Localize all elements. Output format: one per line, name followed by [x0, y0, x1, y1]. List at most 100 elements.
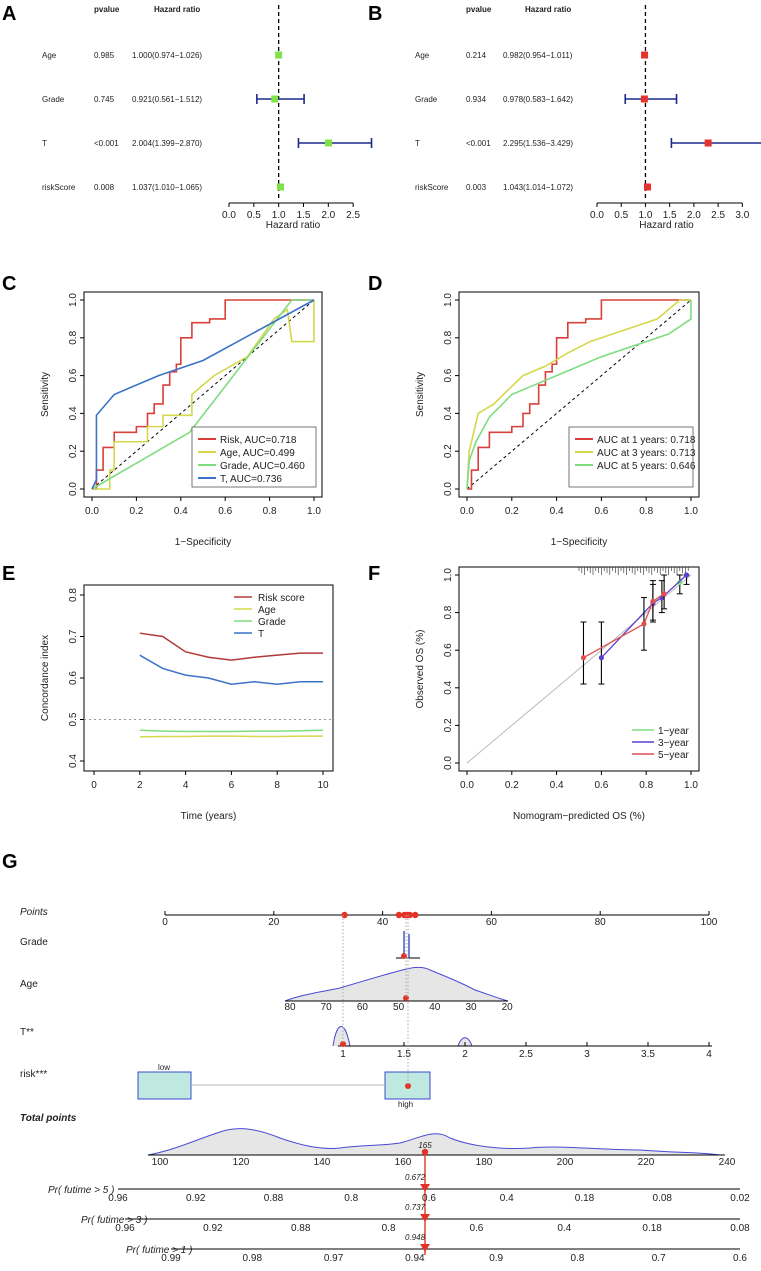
pr-tick-label: 0.08: [653, 1193, 673, 1204]
legend-box: [568, 426, 694, 488]
forest-hr-marker: [276, 183, 284, 191]
y-tick-label: 0.0: [443, 482, 454, 496]
forest-hr-marker: [640, 95, 648, 103]
pr-tick-label: 0.97: [324, 1253, 344, 1264]
total-tick-label: 160: [395, 1157, 412, 1168]
age-tick-label: 30: [465, 1002, 477, 1013]
x-tick-label: 0.6: [218, 506, 232, 517]
pr-value: 0.948: [405, 1233, 426, 1242]
calibration-point: [650, 598, 656, 604]
x-tick-label: 0.0: [85, 506, 99, 517]
x-tick-label: 4: [183, 780, 189, 791]
forest-x-tick-label: 3.0: [735, 210, 749, 221]
legend-label: Risk score: [258, 593, 305, 604]
y-tick-label: 0.8: [443, 605, 454, 619]
y-tick-label: 0.5: [68, 712, 79, 726]
forest-x-tick-label: 1.0: [272, 210, 286, 221]
y-tick-label: 0.2: [443, 718, 454, 732]
calibration-point: [677, 579, 683, 586]
forest-x-tick-label: 0.0: [222, 210, 236, 221]
forest-row-hr: 0.921(0.561−1.512): [132, 95, 202, 104]
forest-x-tick-label: 2.5: [346, 210, 360, 221]
forest-row-label: Grade: [42, 95, 65, 104]
panel-letter-g: G: [2, 851, 18, 873]
t-tick-label: 2: [462, 1049, 468, 1060]
concordance-line: [139, 735, 323, 738]
pr-tick-label: 0.88: [291, 1223, 311, 1234]
nomogram-points-label: Points: [20, 907, 48, 918]
legend-label: 5−year: [658, 750, 690, 761]
y-tick-label: 0.4: [443, 406, 454, 420]
points-marker: [341, 911, 348, 919]
calibration-point: [598, 655, 605, 661]
pr-tick-label: 0.8: [570, 1253, 584, 1264]
y-tick-label: 0.8: [68, 330, 79, 344]
total-value: 165: [418, 1141, 432, 1150]
forest-x-tick-label: 2.5: [711, 210, 725, 221]
concordance-line: [139, 729, 324, 733]
pr-label: Pr( futime > 3 ): [81, 1215, 147, 1226]
x-tick-label: 1.0: [684, 780, 698, 791]
pr-arrow: [420, 1244, 430, 1252]
y-tick-label: 0.6: [68, 671, 79, 685]
x-tick-label: 0.8: [639, 780, 653, 791]
roc-plot-d: 0.0 0.2 0.4 0.6 0.8 1.0 0.0 0.2 0.4 0.6 0.8 1.0 1−Sp…: [415, 291, 700, 548]
panel-letter-d: D: [368, 273, 382, 295]
roc-curve: [91, 299, 314, 490]
roc-curve: [466, 299, 691, 490]
total-tick-label: 120: [233, 1157, 250, 1168]
t-density: [457, 1037, 473, 1047]
pr-tick-label: 0.18: [642, 1223, 662, 1234]
pr-tick-label: 0.08: [730, 1223, 750, 1234]
x-tick-label: 0.4: [550, 506, 564, 517]
roc-diagonal: [91, 299, 315, 490]
forest-x-tick-label: 2.0: [321, 210, 335, 221]
forest-row-pvalue: 0.934: [466, 95, 487, 104]
risk-low-box: [137, 1071, 192, 1100]
panel-letter-f: F: [368, 563, 380, 585]
forest-row-hr: 0.982(0.954−1.011): [503, 51, 573, 60]
forest-x-tick-label: 1.5: [663, 210, 677, 221]
pr-tick-label: 0.8: [344, 1193, 358, 1204]
pr-arrow: [420, 1214, 430, 1222]
forest-row-hr: 1.000(0.974−1.026): [132, 51, 202, 60]
legend-label: Grade, AUC=0.460: [220, 461, 305, 472]
forest-x-tick-label: 0.0: [590, 210, 604, 221]
pr-tick-label: 0.18: [575, 1193, 595, 1204]
pr-tick-label: 0.96: [108, 1193, 128, 1204]
age-tick-label: 80: [284, 1002, 296, 1013]
x-tick-label: 8: [274, 780, 280, 791]
panel-letter-a: A: [2, 3, 16, 25]
y-axis-title: Sensitivity: [415, 372, 426, 417]
pr-label: Pr( futime > 5 ): [48, 1185, 114, 1196]
pr-tick-label: 0.98: [243, 1253, 263, 1264]
x-tick-label: 0.4: [174, 506, 188, 517]
t-tick-label: 1: [340, 1049, 346, 1060]
y-tick-label: 0.6: [443, 368, 454, 382]
forest-row-label: riskScore: [42, 183, 76, 192]
pr-tick-label: 0.02: [730, 1193, 750, 1204]
age-tick-label: 70: [321, 1002, 333, 1013]
x-tick-label: 0.8: [263, 506, 277, 517]
nomogram-age-label: Age: [20, 979, 38, 990]
concordance-line: [139, 632, 323, 661]
points-tick-label: 0: [162, 917, 168, 928]
forest-hr-marker: [271, 95, 279, 103]
x-tick-label: 0.2: [129, 506, 143, 517]
x-tick-label: 1.0: [684, 506, 698, 517]
legend-label: Age: [258, 605, 276, 616]
forest-x-axis-title: Hazard ratio: [266, 220, 321, 231]
total-tick-label: 220: [638, 1157, 655, 1168]
calibration-plot-f: 0.0 0.2 0.4 0.6 0.8 1.0 0.0 0.2 0.4 0.6 0.8 1.0 Nomo…: [415, 566, 700, 822]
pr-tick-label: 0.4: [500, 1193, 514, 1204]
forest-row-label: T: [42, 139, 47, 148]
y-tick-label: 0.4: [68, 754, 79, 768]
forest-hr-marker: [641, 51, 649, 59]
legend-label: Grade: [258, 617, 286, 628]
total-density: [147, 1128, 721, 1156]
y-tick-label: 0.2: [68, 444, 79, 458]
x-tick-label: 0.4: [550, 780, 564, 791]
forest-row-label: Grade: [415, 95, 438, 104]
forest-row-pvalue: 0.745: [94, 95, 115, 104]
